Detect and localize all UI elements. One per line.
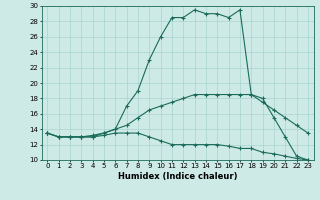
X-axis label: Humidex (Indice chaleur): Humidex (Indice chaleur): [118, 172, 237, 181]
